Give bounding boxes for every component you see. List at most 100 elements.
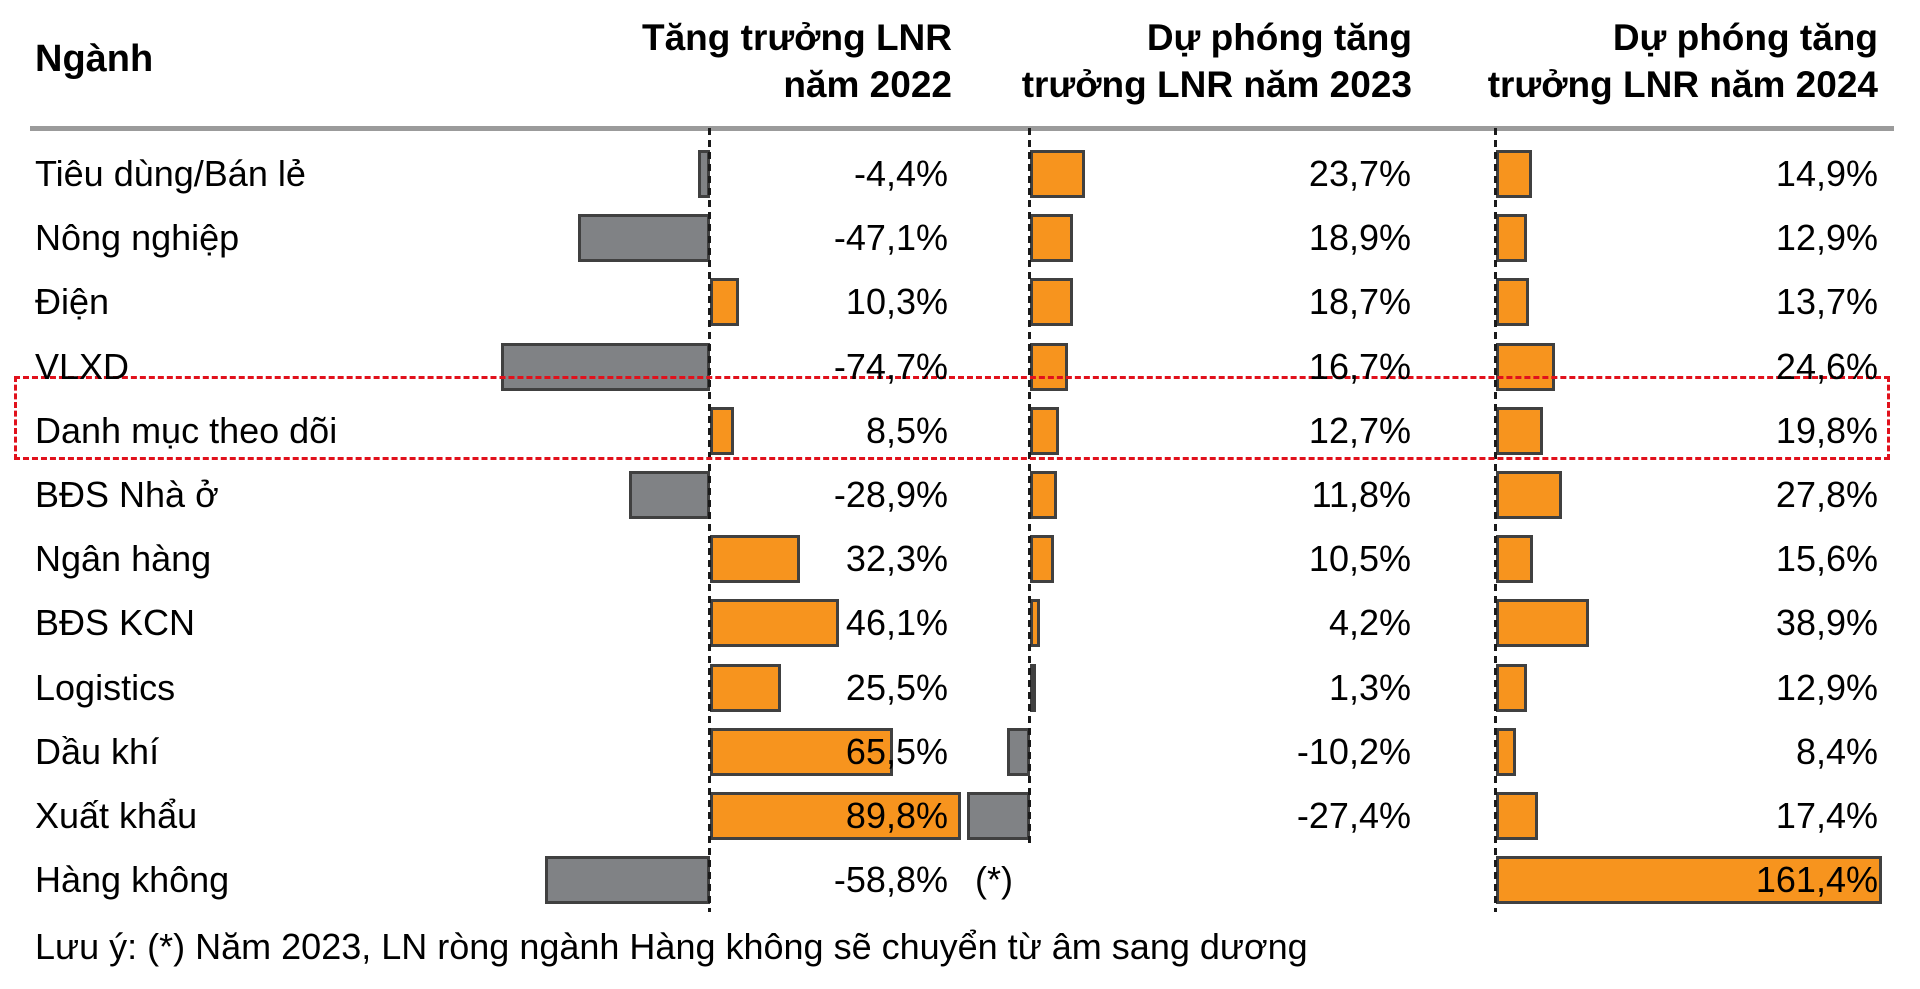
chart-row: Hàng không -58,8% (*) 161,4%	[0, 848, 1920, 912]
row-label: Xuất khẩu	[35, 795, 198, 836]
zero-axis-2023	[1028, 128, 1031, 848]
chart-row: Điện 10,3% 18,7% 13,7%	[0, 270, 1920, 334]
value-2022: 32,3%	[845, 538, 948, 580]
bar-2023-positive	[1030, 535, 1055, 584]
chart-row: Dầu khí 65,5% -10,2% 8,4%	[0, 720, 1920, 784]
header-rule	[30, 126, 1894, 131]
value-2023: 12,7%	[1308, 409, 1411, 451]
value-2022: -28,9%	[833, 474, 948, 515]
value-2022: 8,5%	[865, 409, 948, 451]
bar-2024-positive	[1496, 278, 1529, 327]
bar-2022-positive	[710, 792, 962, 841]
bar-2023-negative	[1006, 727, 1030, 776]
row-label: VLXD	[35, 345, 130, 387]
column-header-2022-line2: năm 2022	[783, 64, 952, 105]
value-2023: 10,5%	[1308, 538, 1411, 580]
bar-2024-positive	[1496, 535, 1534, 584]
row-label: BĐS KCN	[35, 602, 196, 644]
chart-row: BĐS KCN 46,1% 4,2% 38,9%	[0, 591, 1920, 655]
row-label: Logistics	[35, 666, 176, 708]
row-label: Hàng không	[35, 859, 230, 901]
zero-axis-2024	[1494, 128, 1497, 912]
value-2022: -4,4%	[853, 153, 948, 194]
bar-2022-positive	[710, 599, 840, 648]
chart-row: Danh mục theo dõi 8,5% 12,7% 19,8%	[0, 399, 1920, 463]
value-2024: 15,6%	[1775, 538, 1878, 580]
bar-2024-positive	[1496, 471, 1563, 520]
value-2023: -10,2%	[1296, 730, 1411, 772]
value-2024: 17,4%	[1775, 795, 1878, 836]
column-header-2023-line2: trưởng LNR năm 2023	[1021, 64, 1412, 105]
row-label: BĐS Nhà ở	[35, 474, 219, 515]
bar-2022-positive	[710, 535, 801, 584]
value-2024: 13,7%	[1775, 281, 1878, 323]
bar-2022-negative	[500, 342, 710, 391]
value-2023: -27,4%	[1296, 795, 1411, 836]
column-header-2024-line2: trưởng LNR năm 2024	[1487, 64, 1878, 105]
bar-2022-negative	[545, 856, 710, 905]
row-label: Dầu khí	[35, 730, 160, 772]
bar-2024-positive	[1496, 663, 1527, 712]
column-header-2023-line1: Dự phóng tăng	[1146, 17, 1412, 58]
value-2022: 65,5%	[845, 730, 948, 772]
bar-2023-positive	[1030, 214, 1074, 263]
value-2024: 12,9%	[1775, 666, 1878, 708]
chart-row: Xuất khẩu 89,8% -27,4% 17,4%	[0, 784, 1920, 848]
bar-2024-positive	[1496, 792, 1538, 841]
chart-row: Logistics 25,5% 1,3% 12,9%	[0, 656, 1920, 720]
value-2023: 23,7%	[1308, 153, 1411, 194]
value-2022: 10,3%	[845, 281, 948, 323]
value-2024: 19,8%	[1775, 409, 1878, 451]
bar-2022-positive	[710, 663, 782, 712]
value-2023: 18,7%	[1308, 281, 1411, 323]
value-2024: 12,9%	[1775, 217, 1878, 259]
bar-2023-positive	[1030, 342, 1069, 391]
column-header-2022-line1: Tăng trưởng LNR	[641, 17, 952, 58]
bar-2024-positive	[1496, 727, 1517, 776]
bar-2023-positive	[1030, 406, 1060, 455]
chart-row: BĐS Nhà ở -28,9% 11,8% 27,8%	[0, 463, 1920, 527]
row-label: Ngân hàng	[35, 538, 212, 580]
chart-row: Tiêu dùng/Bán lẻ -4,4% 23,7% 14,9%	[0, 142, 1920, 206]
value-2023: 1,3%	[1328, 666, 1411, 708]
value-2023: 18,9%	[1308, 217, 1411, 259]
chart-row: Nông nghiệp -47,1% 18,9% 12,9%	[0, 206, 1920, 270]
row-label: Tiêu dùng/Bán lẻ	[35, 153, 306, 194]
bar-2024-positive	[1496, 150, 1532, 199]
value-2022: 46,1%	[845, 602, 948, 644]
value-2023: 16,7%	[1308, 345, 1411, 387]
bar-2023-positive	[1030, 278, 1073, 327]
value-2022: 89,8%	[845, 795, 948, 836]
column-header-2022: Tăng trưởng LNR năm 2022	[392, 14, 952, 108]
value-2022: -58,8%	[833, 859, 948, 901]
row-header-label: Ngành	[35, 38, 154, 80]
bar-2024-positive	[1496, 214, 1527, 263]
bar-2023-positive	[1030, 471, 1058, 520]
asterisk-marker-2023: (*)	[975, 859, 1013, 901]
row-label: Nông nghiệp	[35, 217, 240, 259]
bar-2022-positive	[710, 406, 734, 455]
row-label: Điện	[35, 281, 110, 323]
row-label: Danh mục theo dõi	[35, 409, 338, 451]
footnote: Lưu ý: (*) Năm 2023, LN ròng ngành Hàng …	[35, 926, 1308, 967]
value-2024: 161,4%	[1755, 859, 1878, 901]
bar-2022-positive	[710, 727, 894, 776]
value-2024: 14,9%	[1775, 153, 1878, 194]
bar-2024-positive	[1496, 342, 1555, 391]
chart-row: VLXD -74,7% 16,7% 24,6%	[0, 335, 1920, 399]
column-header-2023: Dự phóng tăng trưởng LNR năm 2023	[852, 14, 1412, 108]
value-2024: 24,6%	[1775, 345, 1878, 387]
bar-2023-positive	[1030, 150, 1085, 199]
bar-2024-positive	[1496, 599, 1589, 648]
value-2024: 27,8%	[1775, 474, 1878, 515]
bar-2024-positive	[1496, 856, 1882, 905]
value-2024: 8,4%	[1795, 730, 1878, 772]
bar-2023-negative	[966, 792, 1030, 841]
bar-2022-positive	[710, 278, 739, 327]
value-2022: -74,7%	[833, 345, 948, 387]
value-2022: -47,1%	[833, 217, 948, 259]
bar-2022-negative	[578, 214, 710, 263]
bar-2024-positive	[1496, 406, 1544, 455]
column-header-2024-line1: Dự phóng tăng	[1612, 17, 1878, 58]
